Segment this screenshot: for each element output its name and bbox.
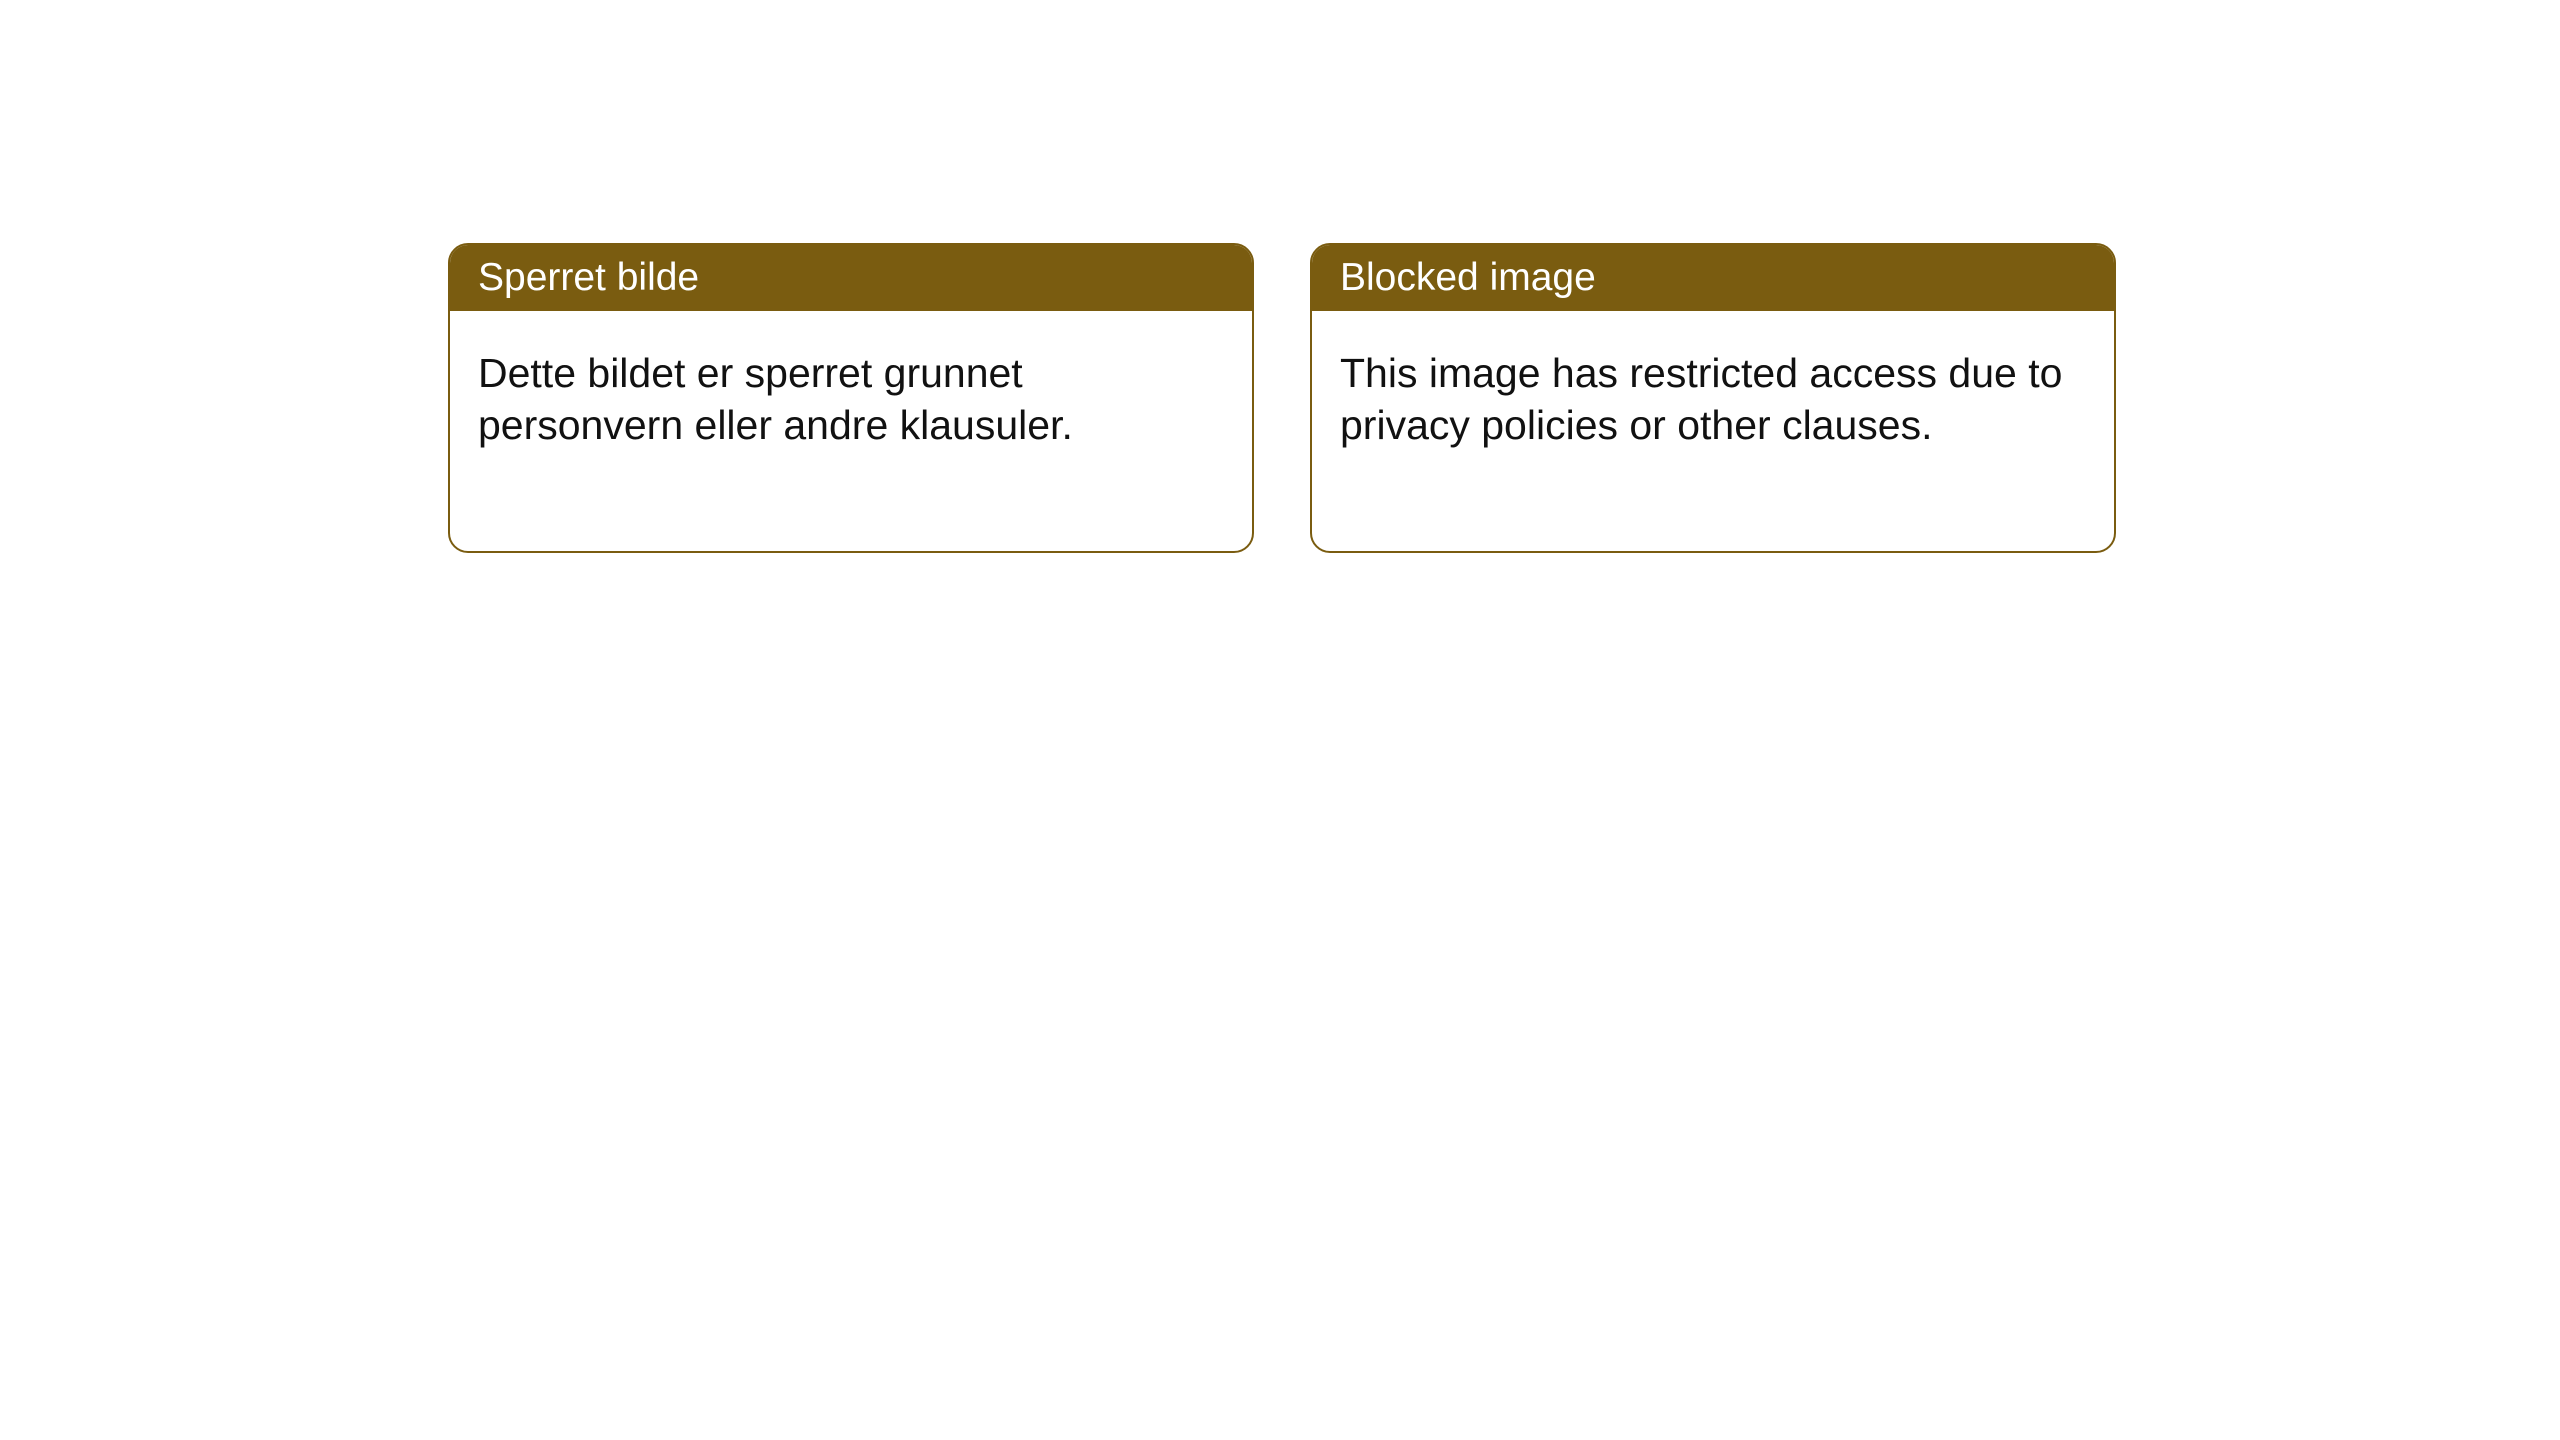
notice-title: Sperret bilde bbox=[478, 256, 699, 299]
notice-body: This image has restricted access due to … bbox=[1312, 311, 2114, 551]
notice-title: Blocked image bbox=[1340, 256, 1596, 299]
notice-body: Dette bildet er sperret grunnet personve… bbox=[450, 311, 1252, 551]
notice-container: Sperret bilde Dette bildet er sperret gr… bbox=[448, 243, 2116, 553]
notice-body-text: This image has restricted access due to … bbox=[1340, 350, 2062, 448]
notice-card-english: Blocked image This image has restricted … bbox=[1310, 243, 2116, 553]
notice-header: Blocked image bbox=[1312, 245, 2114, 311]
notice-header: Sperret bilde bbox=[450, 245, 1252, 311]
notice-card-norwegian: Sperret bilde Dette bildet er sperret gr… bbox=[448, 243, 1254, 553]
notice-body-text: Dette bildet er sperret grunnet personve… bbox=[478, 350, 1073, 448]
